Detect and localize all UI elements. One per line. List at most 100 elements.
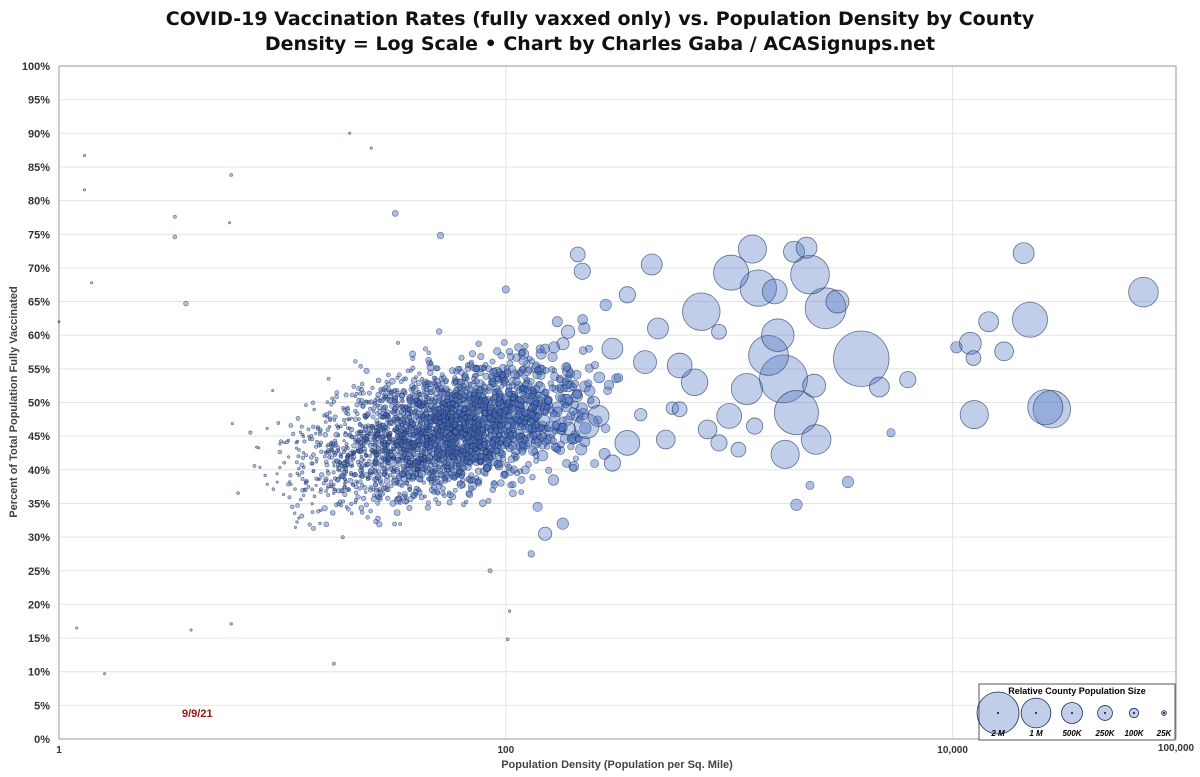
county-bubble (334, 390, 340, 396)
county-bubble (408, 412, 413, 417)
county-bubble (414, 414, 420, 419)
county-bubble (325, 427, 330, 432)
county-bubble (587, 396, 595, 404)
county-bubble (453, 459, 459, 464)
county-bubble (490, 444, 496, 449)
county-bubble (1012, 242, 1035, 264)
county-bubble (326, 493, 331, 498)
county-bubble (427, 477, 432, 482)
county-bubble (229, 622, 233, 626)
county-bubble (332, 418, 337, 422)
county-bubble (511, 437, 518, 444)
county-bubble (614, 430, 641, 456)
county-bubble (294, 446, 299, 450)
county-bubble (276, 421, 281, 425)
county-bubble (389, 449, 394, 454)
county-bubble (236, 491, 240, 495)
county-bubble (310, 487, 315, 492)
x-tick-label: 1 (56, 745, 62, 756)
county-bubble (454, 392, 460, 397)
county-bubble (405, 445, 410, 450)
county-bubble (959, 400, 989, 430)
county-bubble (397, 431, 402, 436)
county-bubble (378, 435, 382, 440)
county-bubble (545, 466, 553, 474)
county-bubble (330, 510, 336, 516)
county-bubble (398, 522, 403, 526)
county-bubble (384, 394, 389, 399)
county-bubble (436, 442, 442, 448)
county-bubble (406, 459, 412, 465)
county-bubble (384, 484, 390, 489)
county-bubble (539, 401, 548, 411)
county-bubble (335, 465, 340, 469)
legend-center-dot (1104, 712, 1106, 714)
county-bubble (399, 405, 404, 409)
county-bubble (459, 412, 465, 417)
county-bubble (311, 469, 316, 473)
county-bubble (560, 384, 568, 393)
county-bubble (476, 441, 481, 446)
county-bubble (561, 324, 576, 339)
county-bubble (551, 421, 560, 431)
county-bubble (570, 379, 579, 388)
county-bubble (503, 369, 511, 378)
county-bubble (423, 401, 428, 405)
county-bubble (344, 469, 349, 474)
county-bubble (800, 424, 832, 455)
county-bubble (385, 417, 390, 422)
county-bubble (445, 422, 450, 427)
county-bubble (447, 392, 452, 397)
county-bubble (336, 468, 340, 472)
county-bubble (452, 487, 458, 493)
county-bubble (410, 386, 416, 392)
county-bubble (325, 415, 330, 419)
county-bubble (310, 502, 314, 506)
county-bubble (315, 439, 320, 444)
county-bubble (354, 391, 359, 396)
county-bubble (440, 400, 446, 406)
county-bubble (349, 472, 353, 477)
county-bubble (366, 475, 370, 480)
county-bubble (263, 473, 267, 478)
x-axis-ticks: 1 100 10,000 100,000 (56, 743, 1194, 756)
county-bubble (183, 300, 189, 307)
county-bubble (474, 467, 483, 475)
county-bubble (355, 481, 359, 485)
county-bubble (522, 381, 529, 388)
county-bubble (490, 367, 498, 375)
county-bubble (542, 367, 550, 374)
county-bubble (385, 372, 391, 378)
county-bubble (476, 435, 482, 441)
county-bubble (397, 499, 403, 505)
county-bubble (360, 495, 367, 502)
county-bubble (281, 492, 286, 497)
county-bubble (395, 443, 400, 448)
county-bubble (288, 423, 294, 428)
county-bubble (424, 379, 431, 386)
county-bubble (886, 428, 896, 438)
county-bubble (482, 470, 489, 477)
county-bubble (336, 425, 340, 429)
county-bubble (536, 450, 549, 462)
county-bubble (300, 470, 305, 475)
county-bubble (490, 436, 497, 442)
county-bubble (416, 437, 421, 443)
county-bubble (525, 461, 532, 468)
county-bubble (255, 445, 259, 449)
county-bubble (326, 376, 331, 381)
legend-label: 100K (1124, 729, 1144, 738)
county-bubble (359, 381, 365, 387)
county-bubble (409, 397, 415, 402)
county-bubble (523, 386, 530, 393)
county-bubble (363, 367, 370, 374)
county-bubble (395, 392, 401, 398)
county-bubble (426, 446, 431, 451)
county-bubble (406, 504, 413, 511)
county-bubble (386, 456, 392, 461)
county-bubble (496, 396, 502, 402)
county-bubble (349, 392, 355, 398)
county-bubble (351, 457, 356, 461)
county-bubble (345, 488, 349, 493)
county-bubble (401, 469, 407, 475)
